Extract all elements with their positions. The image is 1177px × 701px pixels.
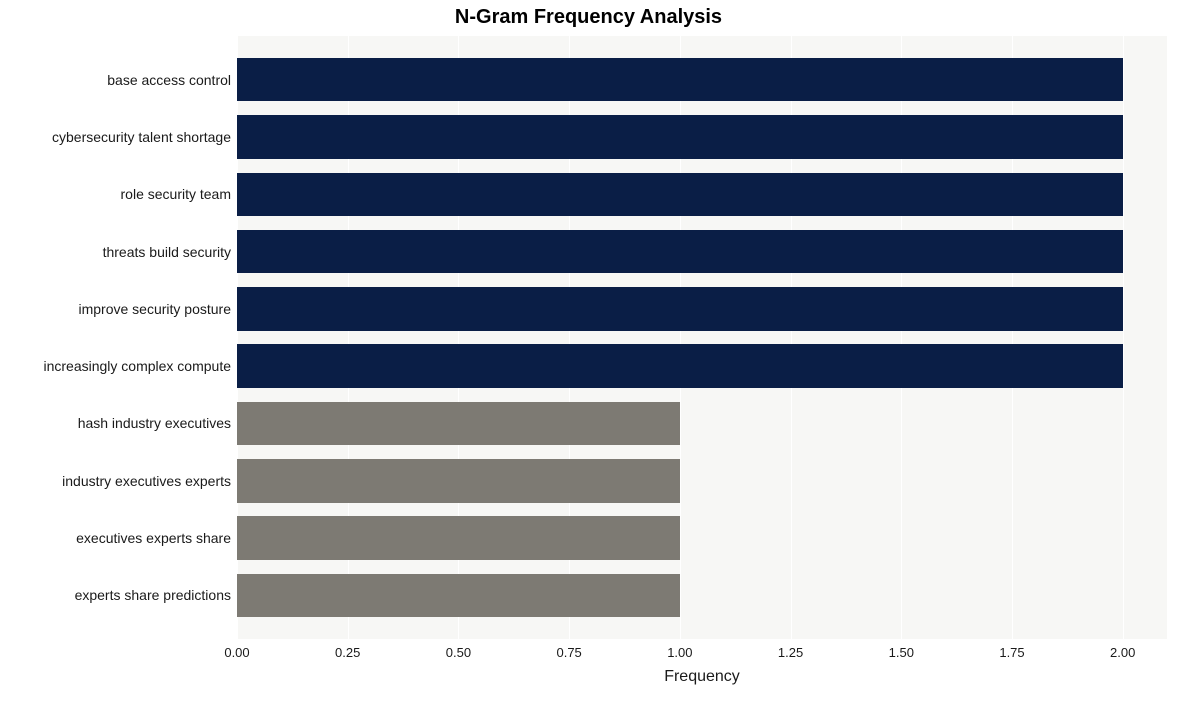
y-tick-label: improve security posture xyxy=(78,301,231,317)
bar xyxy=(237,344,1123,388)
x-tick-label: 1.00 xyxy=(667,645,692,660)
plot-area xyxy=(237,36,1167,639)
bar xyxy=(237,516,680,560)
y-tick-label: industry executives experts xyxy=(62,473,231,489)
x-tick-label: 0.50 xyxy=(446,645,471,660)
x-tick-label: 1.75 xyxy=(999,645,1024,660)
bar xyxy=(237,58,1123,102)
bar xyxy=(237,459,680,503)
y-tick-label: threats build security xyxy=(103,244,231,260)
x-tick-label: 0.00 xyxy=(224,645,249,660)
x-tick-label: 0.75 xyxy=(556,645,581,660)
y-tick-label: cybersecurity talent shortage xyxy=(52,129,231,145)
bar xyxy=(237,287,1123,331)
chart-title: N-Gram Frequency Analysis xyxy=(0,6,1177,29)
x-tick-label: 1.25 xyxy=(778,645,803,660)
x-tick-label: 0.25 xyxy=(335,645,360,660)
x-tick-label: 1.50 xyxy=(889,645,914,660)
grid-line xyxy=(1123,36,1124,639)
y-tick-label: hash industry executives xyxy=(78,415,231,431)
bar xyxy=(237,115,1123,159)
y-tick-label: base access control xyxy=(107,72,231,88)
x-axis-label: Frequency xyxy=(237,668,1167,686)
bar xyxy=(237,173,1123,217)
bar xyxy=(237,230,1123,274)
y-tick-label: increasingly complex compute xyxy=(43,358,231,374)
y-tick-label: role security team xyxy=(121,186,231,202)
x-tick-label: 2.00 xyxy=(1110,645,1135,660)
y-tick-label: experts share predictions xyxy=(75,587,231,603)
y-tick-label: executives experts share xyxy=(76,530,231,546)
bar xyxy=(237,402,680,446)
ngram-frequency-chart: N-Gram Frequency Analysis Frequency 0.00… xyxy=(0,0,1177,701)
bar xyxy=(237,574,680,618)
